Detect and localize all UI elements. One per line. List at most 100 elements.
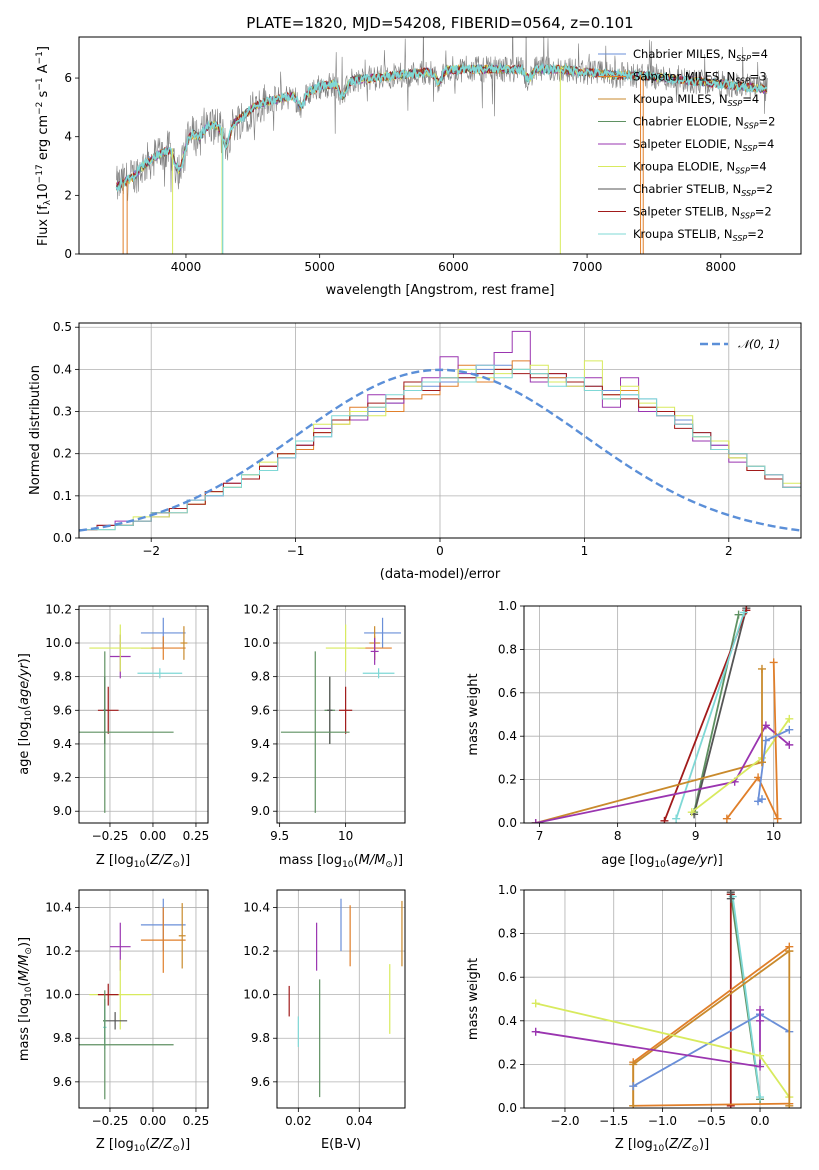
weight-line <box>535 1009 761 1068</box>
plot-area-residuals <box>79 323 801 538</box>
y-tick-label: 10.0 <box>243 636 270 650</box>
weight-point <box>773 814 782 823</box>
y-tick-label: 0 <box>64 247 72 261</box>
legend-entry: Chabrier MILES, NSSP=4 <box>633 47 768 63</box>
y-tick-label: 0.8 <box>498 927 517 941</box>
weight-point <box>687 808 696 817</box>
x-tick-label: 0.25 <box>183 829 210 843</box>
x-tick-label: 8 <box>614 829 622 843</box>
legend-entry: Salpeter ELODIE, NSSP=4 <box>633 137 774 153</box>
y-tick-label: 10.0 <box>243 988 270 1002</box>
legend-entry: 𝒩(0, 1) <box>738 337 780 351</box>
x-tick-label: −2 <box>142 544 160 558</box>
axes-spectrum: 4000 5000 6000 7000 8000 0 2 4 6 Chabrier MILES, … <box>35 36 802 298</box>
x-tick-label: 0.02 <box>285 1114 312 1128</box>
x-tick-label: 10 <box>338 829 353 843</box>
weight-point <box>722 814 731 823</box>
y-tick-label: 0.4 <box>498 1014 517 1028</box>
weight-point <box>531 999 540 1008</box>
x-tick-label: 9.5 <box>270 829 289 843</box>
spectrum-legend: Chabrier MILES, NSSP=4 Salpeter MILES, NS… <box>598 47 775 243</box>
axes-weight-vs-age: 7 8 9 10 0.0 0.2 0.4 0.6 0.8 1.0 age [log10(age/yr… <box>466 599 802 870</box>
x-tick-label: −1.0 <box>648 1114 677 1128</box>
legend-entry: Chabrier ELODIE, NSSP=2 <box>633 115 775 131</box>
weight-line <box>756 728 790 803</box>
x-tick-label: 10 <box>766 829 781 843</box>
x-tick-label: 0.00 <box>140 829 167 843</box>
x-tick-label: 4000 <box>171 260 202 274</box>
y-tick-label: 9.6 <box>53 1075 72 1089</box>
axes-age-vs-mass: 9.5 10 9.0 9.2 9.4 9.6 9.8 10.0 10.2 mass [log10(… <box>243 602 406 870</box>
y-tick-label: 0.5 <box>53 320 72 334</box>
weight-point <box>757 795 766 804</box>
y-tick-label: 10.0 <box>45 636 72 650</box>
x-tick-label: 6000 <box>438 260 469 274</box>
y-tick-label: 10.2 <box>243 602 270 616</box>
plot-area-age-vs-mass <box>277 606 405 823</box>
legend-entry: Chabrier STELIB, NSSP=2 <box>633 182 773 198</box>
weight-point <box>660 816 669 823</box>
axes-frame <box>523 605 802 824</box>
y-tick-label: 0.6 <box>498 686 517 700</box>
weight-point <box>756 1016 765 1025</box>
y-tick-label: 10.2 <box>45 602 72 616</box>
plot-area-mass-vs-ebv <box>277 890 405 1108</box>
y-tick-label: 0.0 <box>53 531 72 545</box>
x-tick-label: 9 <box>692 829 700 843</box>
y-axis-label: mass weight <box>466 958 481 1040</box>
weight-point <box>629 1060 638 1069</box>
x-tick-label: −0.5 <box>697 1114 726 1128</box>
y-tick-label: 9.8 <box>53 670 72 684</box>
x-tick-label: 0.00 <box>140 1114 167 1128</box>
x-axis-label: mass [log10(M/M⊙)] <box>279 853 403 870</box>
y-tick-label: 0.2 <box>498 1057 517 1071</box>
weight-point <box>531 819 540 823</box>
y-tick-label: 0.0 <box>498 1101 517 1115</box>
weight-point <box>740 608 749 617</box>
weight-point <box>629 1082 638 1091</box>
y-tick-label: 4 <box>64 130 72 144</box>
weight-line <box>535 724 790 823</box>
y-axis-label: mass [log10(M/M⊙)] <box>17 937 34 1061</box>
x-axis-label: (data-model)/error <box>380 567 501 582</box>
plot-area-spectrum <box>115 37 768 254</box>
y-tick-label: 10.2 <box>45 944 72 958</box>
legend-entry: Kroupa STELIB, NSSP=2 <box>633 227 764 243</box>
y-axis-label: Flux [fλ10−17 erg cm−2 s−1 A−1] <box>35 46 53 246</box>
x-tick-label: 0.04 <box>346 1114 373 1128</box>
weight-point <box>726 1101 735 1108</box>
histogram-step-line <box>79 368 801 531</box>
legend-entry: Salpeter MILES, NSSP=3 <box>633 70 767 86</box>
y-tick-label: 0.0 <box>498 816 517 830</box>
y-tick-label: 1.0 <box>498 599 517 613</box>
x-axis-label: wavelength [Angstrom, rest frame] <box>326 283 555 298</box>
y-tick-label: 0.3 <box>53 405 72 419</box>
weight-point <box>756 1093 765 1102</box>
weight-line <box>675 612 745 819</box>
weight-line <box>726 662 779 820</box>
plot-area-weight-vs-age <box>524 606 801 823</box>
weight-point <box>672 814 681 823</box>
x-tick-label: 0 <box>436 544 444 558</box>
y-tick-label: 9.4 <box>53 737 72 751</box>
y-tick-label: 10.0 <box>45 988 72 1002</box>
weight-point <box>769 658 778 667</box>
y-tick-label: 2 <box>64 188 72 202</box>
x-tick-label: 0.0 <box>750 1114 769 1128</box>
x-tick-label: 2 <box>725 544 733 558</box>
y-tick-label: 0.6 <box>498 970 517 984</box>
x-tick-label: −1 <box>287 544 305 558</box>
weight-point <box>734 610 743 619</box>
x-tick-label: 8000 <box>706 260 737 274</box>
weight-point <box>785 947 794 956</box>
x-tick-label: 0.25 <box>183 1114 210 1128</box>
weight-point <box>757 758 766 767</box>
x-axis-label: Z [log10(Z/Z⊙)] <box>96 1137 190 1154</box>
x-tick-label: 5000 <box>304 260 335 274</box>
y-tick-label: 10.2 <box>243 944 270 958</box>
axes-frame <box>78 36 802 255</box>
x-tick-label: 7000 <box>572 260 603 274</box>
y-tick-label: 9.4 <box>251 737 270 751</box>
x-axis-label: Z [log10(Z/Z⊙)] <box>96 853 190 870</box>
x-tick-label: 7 <box>536 829 544 843</box>
